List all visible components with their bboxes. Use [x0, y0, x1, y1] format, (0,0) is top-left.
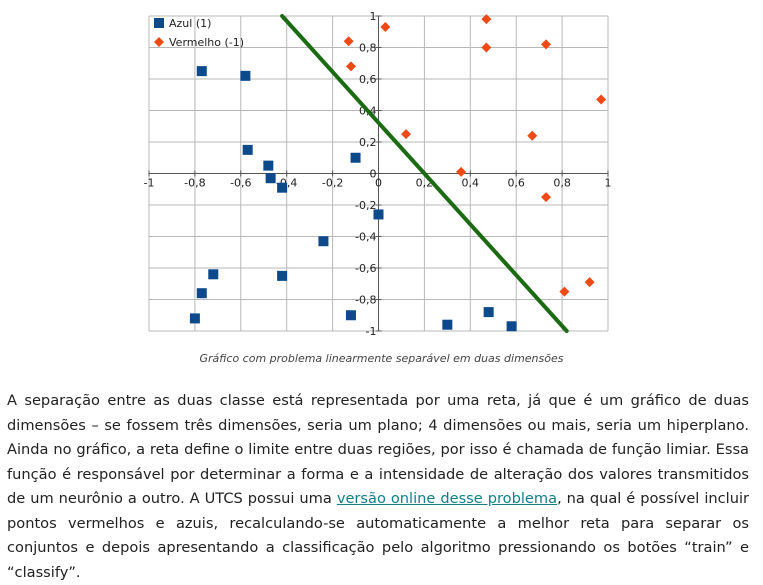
x-tick-label: 1 [605, 177, 612, 190]
data-point-azul [208, 269, 219, 280]
data-point-vermelho [401, 129, 412, 140]
y-tick-label: 0,2 [359, 136, 377, 149]
y-tick-label: -0,6 [355, 262, 376, 275]
x-tick-label: -0,8 [184, 177, 205, 190]
paragraph-text-start: A separação entre as duas classe está re… [7, 392, 749, 507]
data-point-vermelho [541, 192, 552, 203]
data-point-azul [318, 236, 329, 247]
data-point-azul [277, 270, 288, 281]
scatter-chart: -1 -0,8 -0,6 -0,4 -0,2 0 0,2 0,4 0,6 0,8 1 1 0,8 0,6 0… [144, 10, 612, 338]
x-tick-label: -0,2 [322, 177, 343, 190]
data-point-vermelho [584, 277, 595, 288]
y-tick-label: 1 [370, 10, 377, 23]
data-point-azul [265, 173, 276, 184]
data-point-azul [373, 209, 384, 220]
data-point-vermelho [380, 22, 391, 33]
legend-label-vermelho: Vermelho (-1) [169, 36, 244, 49]
data-point-vermelho [527, 130, 538, 141]
y-tick-label: 0,6 [359, 73, 377, 86]
data-point-vermelho [345, 61, 356, 72]
data-point-azul [277, 182, 288, 193]
data-point-azul [189, 313, 200, 324]
chart-svg: -1 -0,8 -0,6 -0,4 -0,2 0 0,2 0,4 0,6 0,8 1 1 0,8 0,6 0… [144, 10, 612, 338]
legend-label-azul: Azul (1) [169, 17, 211, 30]
data-point-azul [196, 288, 207, 299]
data-point-vermelho [456, 166, 467, 177]
data-point-vermelho [541, 39, 552, 50]
online-version-link[interactable]: versão online desse problema [336, 490, 558, 507]
x-tick-label: 0 [375, 177, 382, 190]
x-tick-label: -1 [144, 177, 155, 190]
legend-marker-azul [154, 18, 164, 28]
paragraph-text-end: , na qual é possível incluir pontos verm… [7, 490, 750, 581]
data-point-azul [242, 144, 253, 155]
data-point-vermelho [343, 36, 354, 47]
y-tick-label: -1 [366, 325, 377, 338]
data-point-azul [442, 319, 453, 330]
data-point-vermelho [559, 286, 570, 297]
data-point-vermelho [481, 14, 492, 25]
data-point-azul [240, 70, 251, 81]
x-tick-label: 0,8 [553, 177, 571, 190]
data-point-azul [483, 307, 494, 318]
data-point-azul [506, 321, 517, 332]
y-tick-label: 0 [370, 168, 377, 181]
data-point-azul [263, 160, 274, 171]
body-paragraph: A separação entre as duas classe está re… [7, 389, 749, 585]
figure-caption: Gráfico com problema linearmente separáv… [199, 352, 564, 365]
legend-marker-vermelho [154, 37, 164, 47]
data-point-vermelho [481, 42, 492, 53]
data-point-azul [345, 310, 356, 321]
y-tick-label: 0,8 [359, 42, 377, 55]
y-tick-label: -0,4 [355, 231, 376, 244]
x-tick-label: 0,4 [462, 177, 480, 190]
data-point-azul [196, 66, 207, 77]
y-tick-label: -0,2 [355, 199, 376, 212]
x-tick-label: 0,6 [507, 177, 525, 190]
data-point-vermelho [596, 94, 607, 105]
data-point-azul [350, 152, 361, 163]
x-tick-label: -0,6 [230, 177, 251, 190]
decision-boundary-line [280, 14, 569, 333]
y-tick-label: -0,8 [355, 294, 376, 307]
